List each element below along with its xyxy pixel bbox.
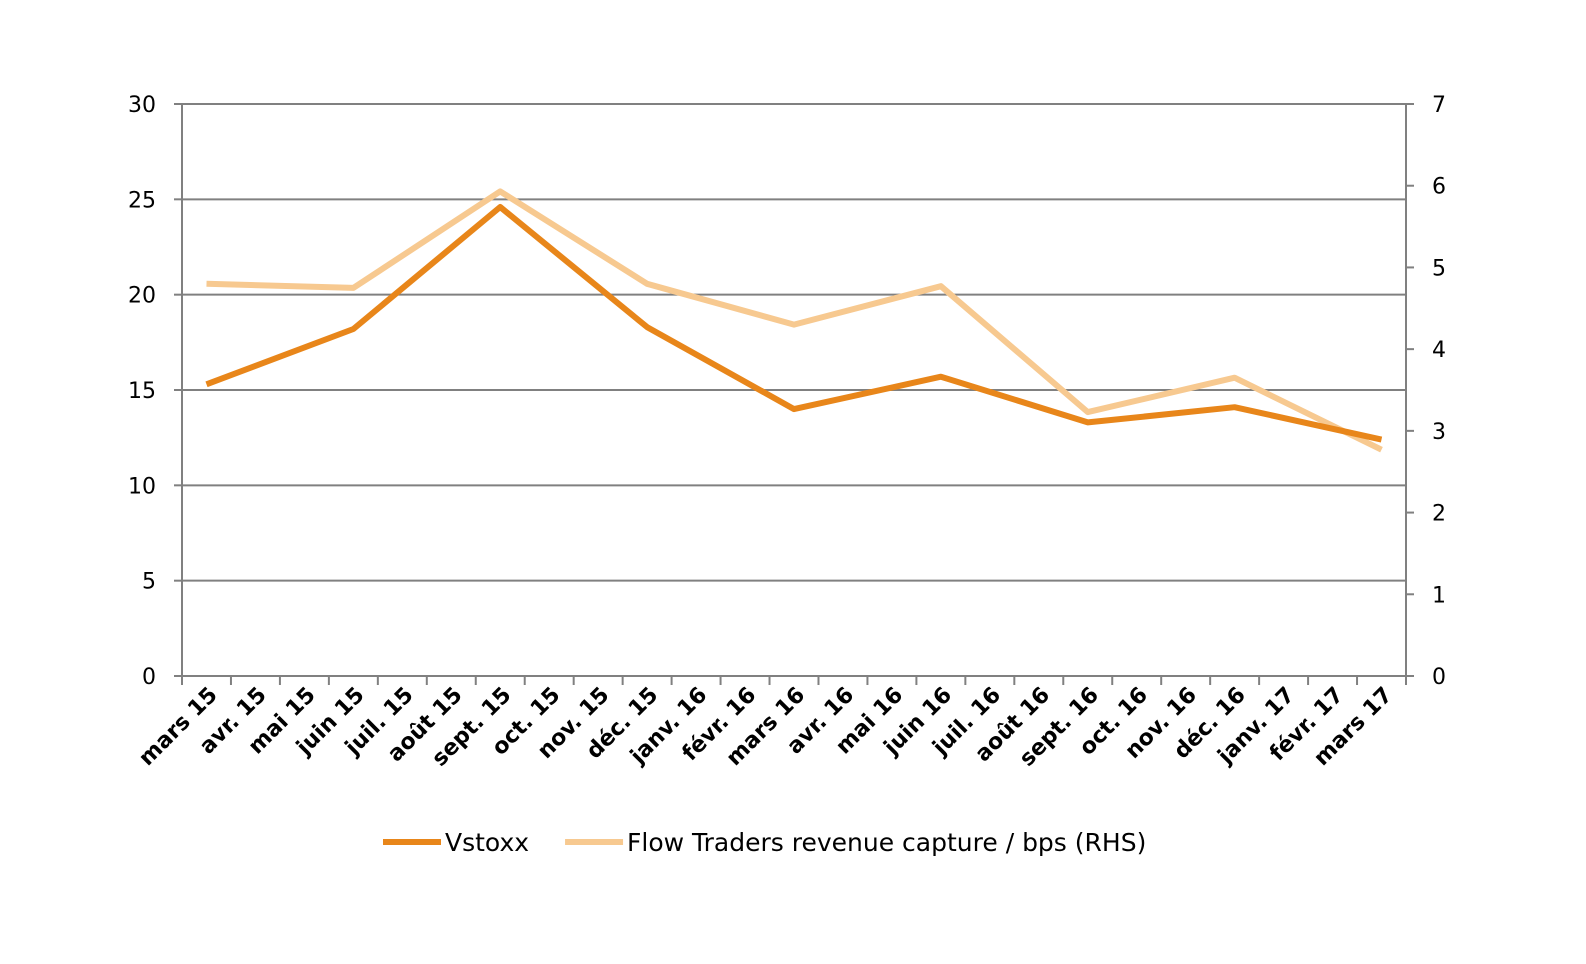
right-tick-label: 3 <box>1432 420 1446 445</box>
left-tick-label: 25 <box>128 188 156 213</box>
legend: Vstoxx Flow Traders revenue capture / bps… <box>383 828 1146 857</box>
left-tick-label: 20 <box>128 284 156 309</box>
left-tick-label: 15 <box>128 379 156 404</box>
gridlines <box>182 103 1406 582</box>
right-tick-label: 2 <box>1432 502 1446 527</box>
right-tick-label: 5 <box>1432 256 1446 281</box>
right-tick-label: 6 <box>1432 175 1446 200</box>
right-axis-ticks: 0 1 2 3 4 5 6 7 <box>1406 93 1446 690</box>
series-line <box>206 188 1383 453</box>
series-line <box>205 204 1383 443</box>
right-tick-label: 0 <box>1432 665 1446 690</box>
left-tick-label: 5 <box>142 570 156 595</box>
left-tick-label: 30 <box>128 93 156 118</box>
right-tick-label: 4 <box>1432 338 1446 363</box>
left-axis-ticks: 0 5 10 15 20 25 30 <box>128 93 182 690</box>
legend-label: Flow Traders revenue capture / bps (RHS) <box>627 828 1146 857</box>
left-tick-label: 0 <box>142 665 156 690</box>
left-tick-label: 10 <box>128 474 156 499</box>
series-lines <box>205 188 1383 453</box>
right-tick-label: 1 <box>1432 583 1446 608</box>
x-ticks <box>181 676 1407 685</box>
right-tick-label: 7 <box>1432 93 1446 118</box>
legend-label: Vstoxx <box>445 828 529 857</box>
